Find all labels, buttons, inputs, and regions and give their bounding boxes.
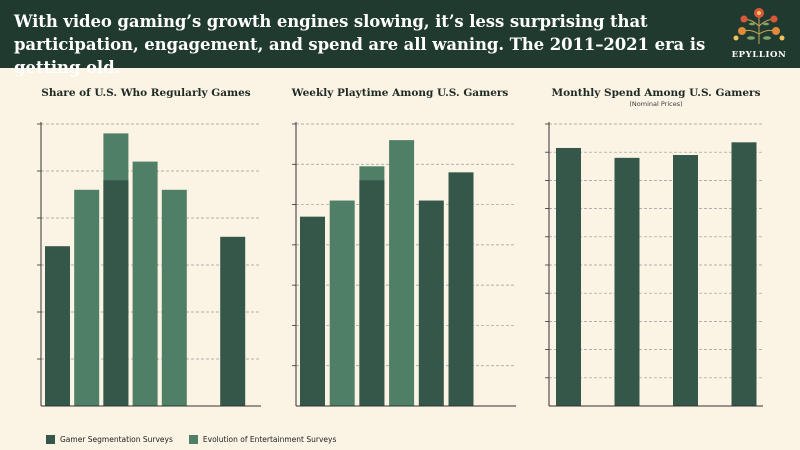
bar (329, 200, 355, 406)
legend-label: Gamer Segmentation Surveys (60, 435, 173, 444)
legend-swatch-light (188, 435, 198, 444)
bar (448, 172, 474, 406)
bar (673, 155, 698, 406)
legend: Gamer Segmentation Surveys Evolution of … (46, 435, 346, 444)
chart1-title: Share of U.S. Who Regularly Games (41, 87, 251, 99)
chart3-title: Monthly Spend Among U.S. Gamers (551, 87, 761, 99)
flower-emblem-icon (733, 8, 785, 44)
bar (731, 142, 757, 406)
legend-swatch-dark (46, 435, 55, 444)
bar (220, 236, 246, 406)
legend-item-evolution-entertainment: Evolution of Entertainment Surveys (188, 435, 337, 444)
bar (45, 246, 70, 406)
bar (389, 140, 415, 406)
chart3-plot (545, 122, 763, 407)
brand-logo: EPYLLION (722, 4, 796, 66)
header-banner: With video gaming’s growth engines slowi… (0, 0, 800, 77)
bar (74, 189, 100, 406)
legend-item-gamer-segmentation: Gamer Segmentation Surveys (46, 435, 173, 444)
bar (132, 161, 158, 406)
chart2-plot (292, 122, 516, 407)
chart1-plot (37, 122, 261, 407)
bar (300, 216, 325, 406)
bar (103, 180, 129, 406)
headline: With video gaming’s growth engines slowi… (14, 12, 706, 77)
bar (418, 200, 444, 406)
legend-label: Evolution of Entertainment Surveys (202, 435, 337, 444)
chart3-subtitle: (Nominal Prices) (629, 100, 683, 108)
bar (614, 157, 640, 406)
bar (359, 180, 385, 406)
bar (161, 189, 187, 406)
brand-name: EPYLLION (731, 50, 787, 60)
chart2-title: Weekly Playtime Among U.S. Gamers (291, 87, 509, 99)
bar (556, 147, 581, 406)
